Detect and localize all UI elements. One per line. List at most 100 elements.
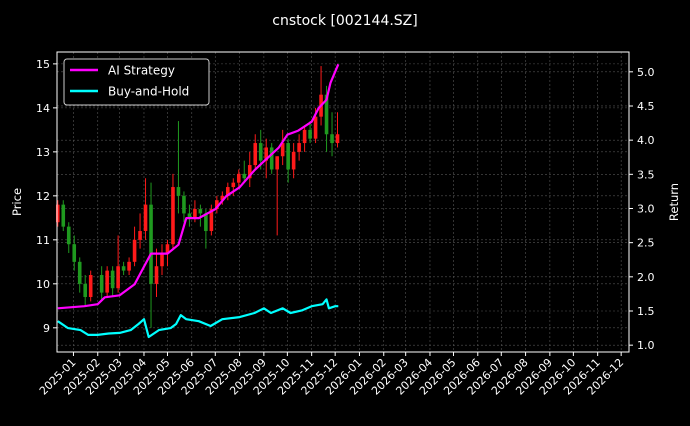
candle-body bbox=[324, 94, 329, 135]
candle-body bbox=[198, 209, 203, 214]
candle-body bbox=[88, 275, 93, 298]
candle-body bbox=[291, 151, 296, 170]
candle-body bbox=[330, 134, 334, 144]
candle-body bbox=[286, 143, 290, 170]
candle bbox=[302, 125, 307, 152]
y-tick-label-left: 10 bbox=[36, 278, 50, 291]
candle-body bbox=[204, 213, 208, 232]
candle bbox=[280, 129, 285, 166]
y-tick-label-right: 3.5 bbox=[637, 168, 655, 181]
candle-body bbox=[308, 129, 312, 139]
candle bbox=[297, 134, 301, 161]
y-tick-label-left: 12 bbox=[36, 190, 50, 203]
candle bbox=[105, 266, 109, 298]
candle bbox=[121, 261, 126, 276]
y-axis-label-right: Return bbox=[667, 183, 681, 221]
candle bbox=[83, 275, 88, 306]
candle bbox=[209, 204, 214, 236]
plot-frame bbox=[56, 51, 630, 353]
candle-body bbox=[258, 143, 263, 161]
candle bbox=[291, 143, 296, 179]
chart-title: cnstock [002144.SZ] bbox=[272, 13, 417, 29]
y-tick-label-right: 2.0 bbox=[637, 271, 655, 284]
legend: AI Strategy Buy-and-Hold bbox=[63, 58, 210, 106]
candle-body bbox=[215, 200, 219, 210]
candle-body bbox=[231, 182, 236, 188]
candle-body bbox=[335, 134, 340, 144]
candle-body bbox=[72, 244, 77, 262]
candle-body bbox=[297, 143, 301, 152]
candle-body bbox=[110, 270, 115, 289]
candle bbox=[55, 200, 60, 227]
candle-body bbox=[226, 187, 230, 196]
candle-body bbox=[253, 143, 258, 166]
candle bbox=[77, 257, 82, 293]
candle bbox=[72, 235, 77, 271]
candle-body bbox=[121, 266, 126, 271]
candle bbox=[198, 204, 203, 227]
y-tick-label-left: 9 bbox=[43, 322, 50, 335]
y-axis-label-left: Price bbox=[10, 188, 24, 216]
legend-ai-strategy-label: AI Strategy bbox=[108, 64, 175, 78]
candle-body bbox=[160, 253, 164, 267]
candle-body bbox=[61, 204, 66, 227]
y-tick-label-right: 1.0 bbox=[637, 339, 655, 352]
candle bbox=[61, 200, 66, 232]
candle-body bbox=[149, 204, 153, 284]
candle-body bbox=[247, 165, 252, 179]
y-tick-label-left: 14 bbox=[36, 102, 50, 115]
candle bbox=[253, 134, 258, 170]
candle-body bbox=[66, 226, 71, 245]
candle-body bbox=[193, 209, 197, 218]
candle bbox=[215, 195, 219, 214]
candle bbox=[236, 169, 241, 188]
candle-body bbox=[182, 195, 186, 214]
candle bbox=[275, 156, 279, 236]
candle bbox=[286, 138, 290, 183]
candle bbox=[143, 178, 148, 240]
candle bbox=[160, 244, 164, 276]
return-lines bbox=[57, 63, 340, 339]
candle bbox=[171, 173, 175, 249]
legend-box bbox=[63, 58, 210, 106]
candle bbox=[231, 178, 236, 196]
candle-body bbox=[269, 147, 274, 170]
candle-body bbox=[127, 261, 131, 271]
y-tick-label-left: 13 bbox=[36, 146, 50, 159]
candle-body bbox=[242, 173, 247, 179]
candle bbox=[132, 226, 137, 267]
candle-body bbox=[275, 156, 279, 170]
candle-body bbox=[209, 209, 214, 232]
candle bbox=[110, 266, 115, 298]
candle bbox=[242, 160, 247, 183]
candle-body bbox=[236, 173, 241, 183]
candle bbox=[127, 257, 131, 276]
candle bbox=[88, 270, 93, 302]
candle bbox=[99, 266, 104, 302]
candle bbox=[66, 222, 71, 254]
candle-body bbox=[171, 187, 175, 245]
candle-body bbox=[132, 239, 137, 262]
candle-body bbox=[165, 244, 170, 254]
candle-body bbox=[143, 204, 148, 232]
y-tick-label-left: 11 bbox=[36, 234, 50, 247]
ai-strategy-line bbox=[57, 63, 340, 310]
y-tick-label-right: 3.0 bbox=[637, 202, 655, 215]
candle-body bbox=[83, 283, 88, 298]
y-tick-label-left: 15 bbox=[36, 58, 50, 71]
axes: 2025-012025-022025-032025-042025-052025-… bbox=[36, 58, 655, 398]
candle-body bbox=[176, 187, 181, 196]
buy-and-hold-line bbox=[57, 298, 339, 339]
candle bbox=[116, 235, 120, 293]
y-tick-label-right: 2.5 bbox=[637, 237, 655, 250]
candle bbox=[330, 112, 334, 157]
candle-body bbox=[313, 116, 318, 139]
candle-body bbox=[302, 129, 307, 144]
candle bbox=[138, 213, 142, 249]
candle bbox=[269, 143, 274, 174]
candle-body bbox=[105, 270, 109, 293]
candle-body bbox=[138, 231, 142, 240]
candle bbox=[335, 112, 340, 148]
candle-body bbox=[55, 204, 60, 223]
